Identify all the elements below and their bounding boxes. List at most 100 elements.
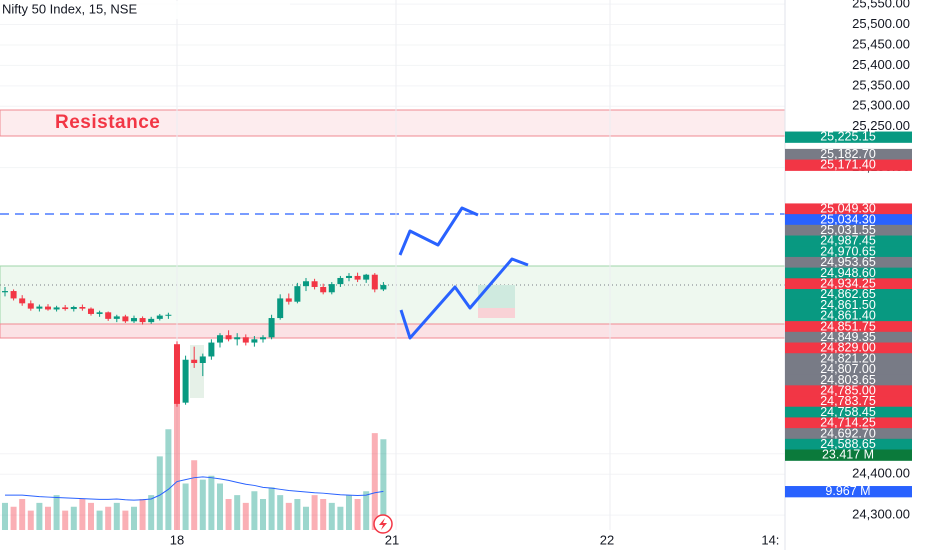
- volume-layer: [1, 390, 387, 530]
- volume-ma-line: [4, 476, 384, 501]
- candle-body: [242, 337, 249, 343]
- highlight-box: [190, 345, 204, 398]
- volume-tag-label: 9.967 M: [825, 484, 870, 498]
- candle-body: [191, 359, 198, 364]
- price-tag-label: 24,862.65: [820, 287, 876, 301]
- y-tick-label: 25,400.00: [852, 57, 910, 72]
- price-tag-label: 24,714.25: [820, 416, 876, 430]
- volume-bar: [191, 460, 198, 530]
- price-tag-label: 24,783.75: [820, 394, 876, 408]
- price-tag-label: 24,803.65: [820, 373, 876, 387]
- price-tag-label: 24,934.25: [820, 276, 876, 290]
- candle-body: [165, 314, 172, 316]
- price-tag: [785, 289, 912, 301]
- volume-bar: [19, 499, 26, 530]
- candle-body: [320, 286, 327, 293]
- volume-bar: [311, 495, 318, 530]
- price-tag: [785, 310, 912, 322]
- candle-body: [225, 335, 232, 340]
- candle-body: [1, 291, 8, 293]
- candle-body: [354, 275, 361, 280]
- price-tag-label: 24,758.45: [820, 405, 876, 419]
- candle-body: [199, 356, 206, 364]
- axis-layer: 25,550.00 25,500.00 25,450.00 25,400.00 25,3…: [170, 0, 912, 550]
- price-tag: [785, 278, 912, 290]
- price-tag-label: 24,692.70: [820, 426, 876, 440]
- candle-body: [337, 277, 344, 285]
- candle-body: [36, 306, 43, 309]
- price-tag: [785, 428, 912, 440]
- volume-bar: [44, 506, 51, 530]
- overlay: Resistance Nifty 50 Index, 15, NSE: [0, 1, 529, 534]
- volume-bar: [27, 510, 34, 530]
- price-tag-label: 24,849.35: [820, 330, 876, 344]
- price-tag: [785, 353, 912, 365]
- y-tick-label: 25,300.00: [852, 98, 910, 113]
- price-tag-label: 25,182.70: [820, 147, 876, 161]
- candle-body: [216, 335, 223, 343]
- candle-body: [173, 344, 180, 404]
- candle-body: [302, 281, 309, 287]
- price-tag: [785, 214, 912, 226]
- x-tick-label: 14:: [761, 532, 779, 547]
- volume-bar: [165, 429, 172, 530]
- price-tag-label: 25,031.55: [820, 223, 876, 237]
- price-tag: [785, 203, 912, 215]
- volume-bar: [208, 475, 215, 530]
- volume-bar: [96, 510, 103, 530]
- candle-body: [208, 342, 215, 357]
- projection-arrow: [399, 257, 529, 340]
- price-tag-label: 24,785.00: [820, 383, 876, 397]
- candle-body: [105, 312, 112, 319]
- candle-body: [380, 285, 387, 290]
- price-tag: [785, 374, 912, 386]
- volume-bar: [70, 506, 77, 530]
- volume-bar: [294, 499, 301, 530]
- price-tag-label: 24,807.00: [820, 362, 876, 376]
- candle-body: [311, 281, 318, 287]
- volume-bar: [251, 491, 258, 530]
- volume-bar: [302, 506, 309, 530]
- candle-body: [277, 298, 284, 319]
- volume-tag: [785, 486, 912, 498]
- candle-body: [328, 284, 335, 293]
- volume-bar: [130, 506, 137, 530]
- y-tick-label: 25,550.00: [852, 0, 910, 11]
- volume-bar: [122, 510, 129, 530]
- x-tick-label: 18: [170, 532, 184, 547]
- candle-body: [19, 298, 26, 304]
- price-tag-label: 24,829.00: [820, 341, 876, 355]
- candle-body: [345, 275, 352, 278]
- volume-bar: [199, 479, 206, 530]
- candle-body: [44, 306, 51, 310]
- price-tag-label: 25,171.40: [820, 158, 876, 172]
- candle-body: [79, 307, 86, 309]
- volume-bar: [380, 439, 387, 530]
- projection-arrow: [398, 206, 479, 256]
- price-tag: [785, 256, 912, 269]
- candle-body: [234, 337, 241, 340]
- price-tag: [785, 159, 912, 171]
- volume-bar: [216, 483, 223, 530]
- price-tag: [785, 363, 912, 376]
- candle-body: [96, 312, 103, 314]
- x-tick-label: 22: [600, 532, 614, 547]
- volume-bar: [1, 502, 8, 530]
- volume-bar: [285, 502, 292, 530]
- title-bg: [0, 1, 290, 19]
- volume-bar: [363, 491, 370, 530]
- price-tag-label: 25,225.15: [820, 130, 876, 144]
- volume-bar: [242, 502, 249, 530]
- volume-bar: [156, 456, 163, 530]
- y-tick-label: 25,450.00: [852, 36, 910, 51]
- volume-bar: [337, 506, 344, 530]
- y-tick-label: 25,250.00: [852, 118, 910, 133]
- candle-body: [130, 318, 137, 322]
- volume-bar: [320, 499, 327, 530]
- volume-bar: [139, 499, 146, 530]
- support-zone: [0, 323, 786, 339]
- position-profit: [478, 285, 515, 308]
- resistance-zone: [0, 109, 786, 137]
- price-tag: [785, 235, 912, 247]
